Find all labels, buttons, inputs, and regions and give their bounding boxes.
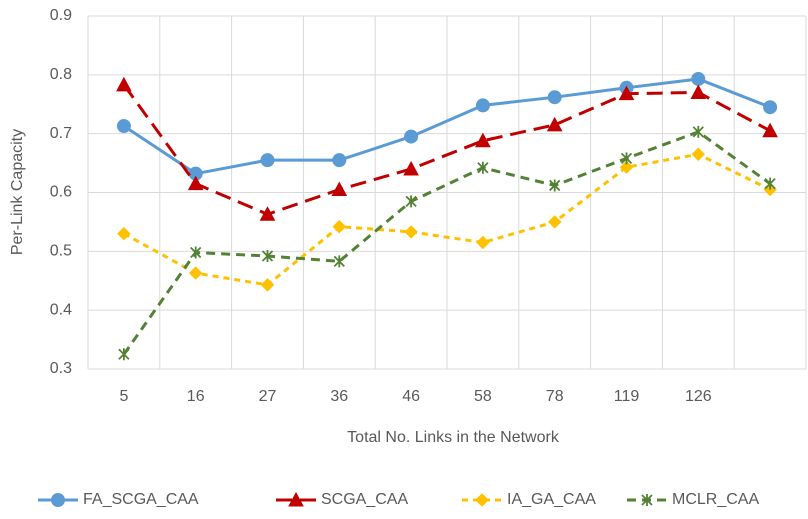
x-tick-label: 78 (546, 388, 564, 405)
marker (691, 71, 706, 86)
marker (475, 98, 490, 113)
legend-label: MCLR_CAA (672, 491, 759, 508)
marker (51, 493, 65, 507)
marker (477, 161, 489, 174)
x-tick-label: 5 (119, 388, 128, 405)
x-tick-label: 16 (187, 388, 205, 405)
marker (475, 132, 491, 148)
marker (690, 84, 707, 99)
y-tick-label: 0.5 (50, 243, 72, 260)
legend-label: FA_SCGA_CAA (83, 491, 199, 508)
marker (190, 246, 202, 259)
marker (260, 278, 275, 292)
x-axis-label: Total No. Links in the Network (347, 429, 560, 446)
series-line (122, 130, 771, 356)
series-line (123, 77, 771, 176)
marker (763, 100, 778, 115)
y-tick-label: 0.7 (50, 125, 72, 142)
marker (260, 153, 275, 168)
x-tick-label: 36 (330, 388, 348, 405)
marker (259, 206, 276, 221)
x-tick-label: 27 (259, 388, 277, 405)
marker (187, 175, 204, 191)
marker (404, 129, 419, 144)
marker (188, 266, 203, 280)
marker (619, 160, 634, 174)
legend-label: SCGA_CAA (321, 491, 408, 508)
x-tick-label: 46 (402, 388, 420, 405)
legend-label: IA_GA_CAA (507, 491, 596, 508)
marker (549, 179, 561, 192)
marker (118, 348, 130, 361)
marker (331, 181, 348, 197)
y-tick-label: 0.8 (50, 66, 72, 83)
marker (476, 235, 490, 250)
marker (288, 491, 304, 507)
marker (641, 494, 653, 506)
marker (764, 177, 776, 190)
marker (546, 116, 563, 132)
y-tick-label: 0.3 (50, 360, 72, 377)
marker (620, 152, 633, 165)
x-tick-label: 119 (614, 388, 640, 405)
marker (116, 76, 132, 92)
marker (116, 119, 131, 134)
marker (692, 125, 704, 138)
y-tick-label: 0.4 (50, 301, 72, 318)
marker (117, 226, 131, 241)
marker (332, 219, 347, 234)
marker (762, 122, 778, 138)
marker (404, 225, 418, 239)
y-tick-label: 0.6 (50, 184, 72, 201)
marker (547, 90, 562, 105)
marker (332, 153, 347, 168)
y-axis-label: Per-Link Capacity (9, 129, 26, 255)
marker (475, 493, 489, 507)
series-line (123, 152, 771, 287)
marker (618, 85, 635, 101)
x-tick-label: 58 (474, 388, 492, 405)
marker (261, 250, 274, 263)
series-line (122, 83, 771, 216)
marker (547, 215, 562, 229)
marker (403, 160, 419, 176)
y-tick-label: 0.9 (50, 7, 72, 24)
marker (405, 195, 417, 208)
marker (691, 147, 706, 161)
x-tick-label: 126 (685, 388, 712, 405)
marker (333, 255, 345, 268)
